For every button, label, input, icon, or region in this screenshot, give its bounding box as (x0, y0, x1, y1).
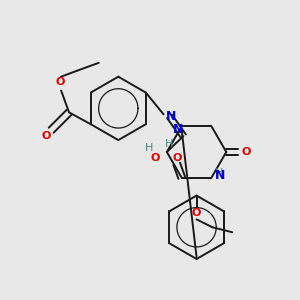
Text: N: N (166, 110, 177, 123)
Text: O: O (192, 208, 201, 218)
Text: O: O (242, 147, 251, 157)
Text: N: N (214, 169, 225, 182)
Text: O: O (42, 131, 51, 141)
Text: H: H (215, 168, 224, 178)
Text: H: H (165, 139, 174, 149)
Text: O: O (150, 153, 160, 163)
Text: O: O (172, 153, 182, 163)
Text: H: H (145, 143, 153, 153)
Text: N: N (172, 123, 183, 136)
Text: O: O (56, 76, 65, 87)
